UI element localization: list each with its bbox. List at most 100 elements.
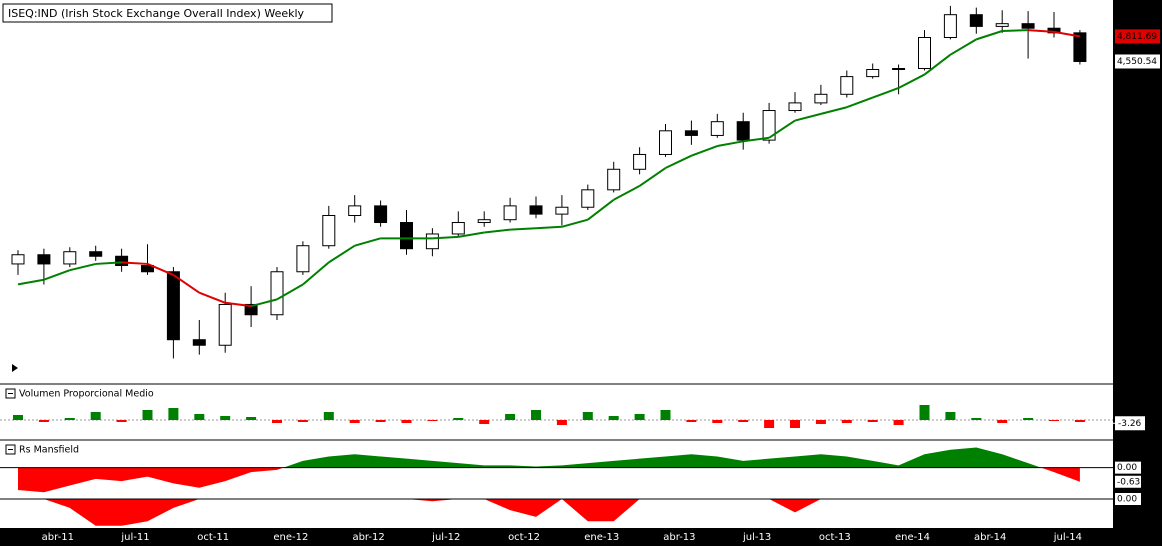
value-tag — [1115, 461, 1141, 474]
x-tick-label: jul-12 — [431, 532, 460, 543]
candle-body — [1021, 23, 1035, 29]
volume-bar — [531, 410, 541, 420]
x-tick-label: oct-11 — [197, 532, 229, 543]
volume-bar — [272, 420, 282, 423]
volume-bar — [686, 420, 697, 422]
moving-average — [276, 283, 304, 301]
x-tick-label: abr-13 — [663, 532, 695, 543]
y-tick-label: 4,550.54 — [1117, 57, 1157, 67]
volume-bar — [505, 414, 516, 420]
volume-bar — [453, 418, 464, 420]
candle-body — [192, 339, 206, 346]
x-tick-label: ene-12 — [273, 532, 308, 543]
candle-body — [296, 245, 310, 273]
candle-body — [659, 130, 672, 155]
volume-bar — [712, 420, 723, 423]
candle-body — [425, 233, 439, 250]
moving-average — [923, 53, 952, 76]
candle-body — [840, 76, 854, 95]
volume-bar — [220, 416, 231, 420]
volume-bar — [971, 418, 982, 420]
candle-body — [374, 205, 388, 224]
moving-average — [69, 262, 96, 272]
volume-bar — [13, 415, 23, 420]
volume-bar — [194, 414, 205, 420]
moving-average — [484, 228, 511, 234]
moving-average — [613, 185, 641, 201]
moving-average — [250, 298, 278, 308]
x-tick-label: abr-14 — [974, 532, 1006, 543]
candle-body — [995, 23, 1009, 27]
x-tick-label: ene-13 — [584, 532, 619, 543]
moving-average — [846, 96, 874, 109]
volume-bar — [634, 414, 645, 420]
volume-bar — [919, 405, 930, 420]
moving-average — [768, 119, 796, 139]
candle-body — [633, 153, 647, 170]
price-tag — [1115, 29, 1160, 44]
moving-average — [975, 30, 1003, 41]
rs-area-negative — [18, 467, 1080, 493]
moving-average — [561, 218, 589, 228]
volume-bar — [790, 420, 800, 428]
x-tick-label: oct-13 — [819, 532, 851, 543]
candle-body — [866, 69, 880, 78]
volume-bar — [608, 416, 619, 420]
volume-bar — [427, 420, 438, 421]
volume-bar — [738, 420, 749, 422]
volume-bar — [867, 420, 878, 422]
moving-average — [147, 263, 174, 276]
candle-body — [529, 205, 543, 215]
volume-bar — [375, 420, 386, 422]
y-tick-label: -3.26 — [1118, 419, 1142, 429]
y-tick-label: -0.63 — [1117, 477, 1140, 487]
panel-title: Rs Mansfield — [19, 445, 79, 456]
rs-area-negative — [18, 499, 1080, 526]
candle-body — [348, 205, 362, 217]
moving-average — [898, 73, 925, 89]
candle-body — [788, 102, 802, 112]
value-tag — [1115, 416, 1145, 431]
volume-bar — [64, 418, 75, 420]
moving-average — [198, 291, 226, 304]
scroll-arrow[interactable] — [12, 364, 18, 372]
candle-body — [607, 168, 621, 191]
volume-bar — [815, 420, 826, 424]
candle-body — [969, 14, 983, 27]
candle-body — [892, 68, 906, 71]
candle-body — [555, 206, 569, 215]
candle-body — [141, 264, 154, 273]
candle-body — [63, 251, 77, 265]
moving-average — [43, 269, 71, 281]
volume-bar — [660, 410, 671, 420]
candle-body — [477, 219, 491, 224]
volume-bar — [1023, 418, 1034, 420]
candle-body — [37, 254, 51, 265]
volume-bar — [556, 420, 567, 425]
rs-area-positive — [283, 447, 1042, 468]
volume-bar — [168, 408, 179, 420]
moving-average — [587, 198, 615, 221]
moving-average — [1002, 29, 1029, 32]
candle-body — [244, 303, 258, 316]
price-tag — [1115, 54, 1160, 69]
moving-average — [1053, 30, 1081, 38]
volume-bar — [90, 412, 101, 420]
x-tick-label: ene-14 — [895, 532, 930, 543]
candle-body — [736, 121, 750, 141]
volume-bar — [841, 420, 852, 423]
moving-average — [328, 244, 356, 264]
candle-body — [218, 303, 232, 346]
x-tick-label: jul-11 — [120, 532, 149, 543]
moving-average — [354, 237, 381, 247]
candle-body — [684, 130, 698, 136]
moving-average — [665, 154, 692, 169]
x-tick-label: jul-13 — [742, 532, 771, 543]
volume-bar — [297, 420, 308, 422]
moving-average — [717, 140, 744, 148]
candle-body — [814, 93, 828, 104]
volume-bar — [582, 412, 593, 420]
panel-title: Volumen Proporcional Medio — [19, 389, 154, 400]
moving-average — [432, 235, 459, 240]
moving-average — [743, 136, 770, 143]
